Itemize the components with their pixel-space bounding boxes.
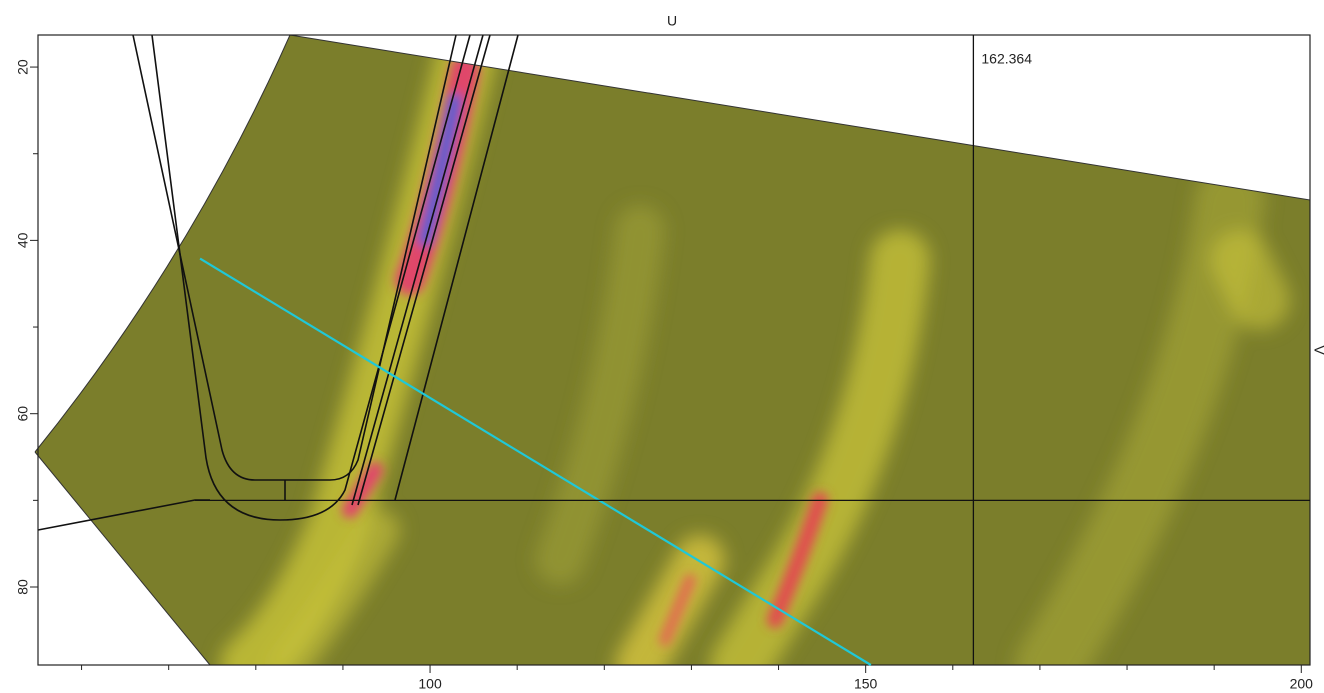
y-tick-label: 80 [15,579,31,595]
scan-image [0,0,1324,693]
x-tick-label: 100 [418,676,442,692]
x-tick-label: 200 [1290,676,1314,692]
y-tick-label: 40 [15,232,31,248]
axis-title: U [667,13,677,29]
y-tick-label: 20 [15,59,31,75]
x-tick-label: 150 [854,676,878,692]
y-tick-label: 60 [15,406,31,422]
cursor-label: 162.364 [981,51,1032,67]
axis-title: V [1311,345,1324,355]
scan-view: U V 100 150 200 20 40 60 80 162.364 [0,0,1324,693]
